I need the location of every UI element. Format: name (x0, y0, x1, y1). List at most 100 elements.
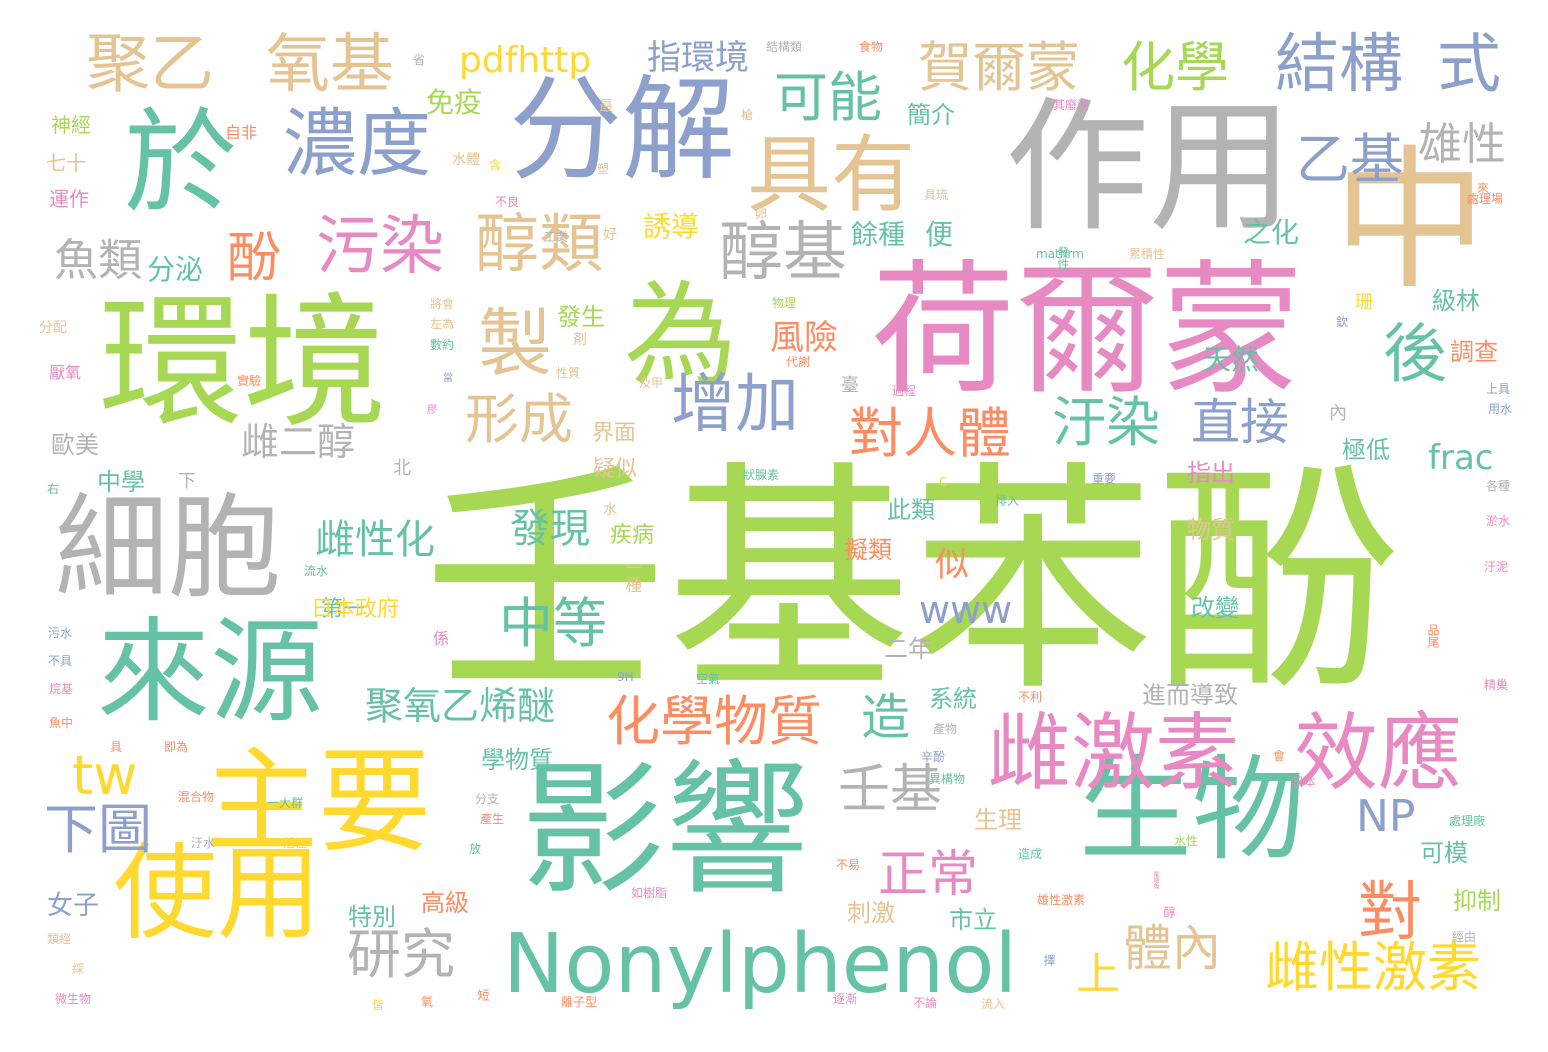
word-interface: 界面 (592, 421, 637, 446)
word-short: 短 (476, 989, 490, 1001)
word-suspected: 疑似 (593, 457, 638, 482)
word-japan: 日本 (1292, 775, 1317, 789)
word-treatment-plant: 處理廠 (1449, 814, 1486, 828)
word-oxy: 氧基 (266, 28, 394, 102)
word-chem-substance-partial: 學物質 (481, 746, 553, 774)
word-when: 當 (443, 373, 453, 384)
word-ethyl: 乙基 (1296, 128, 1404, 191)
word-inhibit: 抑制 (1453, 887, 1501, 915)
word-decompose: 分解 (509, 64, 735, 196)
word-down: 下 (178, 471, 196, 492)
word-girls: 女子 (47, 891, 100, 921)
word-water: 水 (603, 502, 617, 518)
word-immune: 免疫 (426, 86, 483, 119)
word-possible: 可能 (774, 66, 882, 129)
word-left-is: 左為 (430, 317, 455, 331)
word-air: 空氣 (696, 672, 721, 686)
word-and-methyl: 及甲 (639, 376, 664, 390)
word-at: 於 (124, 97, 237, 229)
word-come: 來 (1477, 181, 1490, 195)
word-various: 各種 (1486, 479, 1511, 493)
word-feminization: 雌性化 (315, 517, 435, 563)
word-octylphenol: 辛酚 (921, 750, 946, 764)
word-pollution: 污染 (316, 210, 444, 284)
word-unfavorable: 不利 (1018, 690, 1043, 704)
word-main: 主要 (205, 736, 431, 868)
word-change: 改變 (1191, 594, 1239, 622)
word-risk: 風險 (770, 318, 838, 358)
word-frac: frac (1428, 438, 1494, 478)
word-seventy: 七十 (46, 151, 86, 175)
word-water-body: 水體 (452, 152, 480, 168)
word-like: 似 (935, 545, 969, 585)
word-first: 第一 (321, 597, 366, 622)
word-substance: 物質 (1187, 516, 1235, 544)
word-up: 上 (1076, 949, 1120, 1000)
word-discover: 發現 (510, 506, 590, 552)
word-will: 將會 (430, 297, 455, 311)
word-about: 數約 (430, 338, 455, 352)
word-influence: 影響 (521, 746, 810, 914)
word-self-non: 自非 (225, 123, 258, 142)
word-contamination: 汙染 (1052, 391, 1160, 454)
word-use: 使用 (113, 832, 322, 954)
word-activity: 活性 (283, 836, 308, 850)
word-phenol: 酚 (227, 226, 281, 289)
word-big-group: 一大群 (267, 796, 304, 810)
word-nonyl: 壬基 (838, 760, 943, 820)
word-volatile: 發性 (1056, 246, 1070, 270)
word-contain: 含 (489, 158, 502, 172)
word-treatment-site: 處理場 (1467, 192, 1504, 206)
word-such-as-resin: 如樹脂 (631, 886, 668, 900)
word-produce: 產生 (480, 812, 505, 826)
word-cause: 造成 (1018, 847, 1043, 861)
word-glue: 膠 (427, 405, 437, 416)
word-fish: 魚類 (54, 235, 142, 286)
word-www: www (919, 588, 1013, 632)
word-hormone-alt: 賀爾蒙 (918, 36, 1080, 99)
word-thyroid: 狀腺素 (743, 468, 780, 482)
word-system: 系統 (929, 685, 977, 713)
word-alcohol: 醇 (1162, 906, 1176, 918)
word-important: 重要 (1092, 472, 1117, 486)
word-refers-environment: 指環境 (647, 38, 749, 78)
word-make: 製 (478, 301, 552, 387)
word-of-chem: 之化 (1243, 216, 1300, 249)
word-egg: 卵 (755, 207, 768, 221)
word-japan-government: 日本政府 (311, 597, 400, 622)
word-normal: 正常 (878, 845, 978, 903)
word-natural: 天然 (1203, 343, 1260, 376)
word-a-kind: 一種 (621, 559, 641, 593)
word-water-use: 用水 (1488, 402, 1513, 416)
word-silt-water: 淤水 (1486, 514, 1511, 528)
word-sludge: 汙泥 (1484, 560, 1509, 574)
word-shan: 珊 (1355, 292, 1373, 313)
word-polyethyl: 聚乙 (86, 28, 214, 102)
word-water-nature: 水性 (1174, 834, 1199, 848)
word-product: 產物 (933, 722, 958, 736)
word-does-not-have: 不具 (48, 654, 73, 668)
word-direct: 直接 (1191, 394, 1290, 451)
word-mixture: 混合物 (178, 790, 215, 804)
word-gun: 槍 (741, 108, 754, 122)
word-cell: 細胞 (55, 482, 281, 614)
word-waste-liquid: 其廢液 (1053, 98, 1090, 112)
word-mimic: 擬類 (844, 536, 892, 564)
word-secrete: 分泌 (147, 253, 204, 286)
word-qin: 欽 (1336, 315, 1349, 329)
word-is: 為 (624, 270, 737, 402)
word-structure-type: 結構類 (766, 40, 803, 54)
word-alkyl: 烷基 (49, 682, 74, 696)
word-ionic: 離子型 (561, 995, 598, 1009)
word-accumulative: 累積性 (1129, 247, 1166, 261)
word-namely: 即為 (164, 740, 189, 754)
word-discharge: 排入 (995, 494, 1020, 508)
word-intro: 簡介 (907, 101, 955, 129)
word-figure-below: 下圖 (44, 798, 152, 861)
word-disease: 疾病 (610, 523, 655, 548)
word-research: 研究 (347, 923, 455, 986)
word-nonylphenol-zh: 壬基苯酚 (423, 441, 1399, 725)
word-estrogen: 雌激素 (987, 704, 1240, 802)
word-relate: 係 (433, 629, 450, 648)
